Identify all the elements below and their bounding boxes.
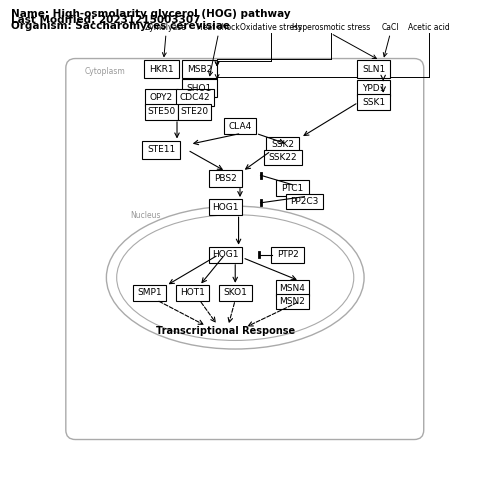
Text: CaCl: CaCl	[382, 23, 399, 33]
Text: CLA4: CLA4	[228, 122, 252, 131]
Text: Last Modified: 20231215003307: Last Modified: 20231215003307	[11, 15, 201, 25]
Text: MSN2: MSN2	[279, 297, 305, 306]
FancyBboxPatch shape	[209, 247, 242, 263]
FancyBboxPatch shape	[145, 104, 178, 120]
Text: Hyperosmotic stress: Hyperosmotic stress	[291, 23, 370, 33]
FancyBboxPatch shape	[219, 285, 252, 301]
Text: Name: High-osmolarity glycerol (HOG) pathway: Name: High-osmolarity glycerol (HOG) pat…	[11, 9, 290, 19]
Text: HOG1: HOG1	[213, 203, 239, 212]
Text: HOG1: HOG1	[213, 250, 239, 259]
Text: Zymolyase: Zymolyase	[145, 23, 187, 33]
FancyBboxPatch shape	[271, 247, 304, 263]
Text: SKO1: SKO1	[223, 288, 247, 297]
FancyBboxPatch shape	[182, 60, 217, 78]
Text: STE20: STE20	[180, 107, 209, 116]
FancyBboxPatch shape	[209, 199, 242, 215]
FancyBboxPatch shape	[176, 285, 209, 301]
Text: OPY2: OPY2	[150, 93, 173, 102]
Text: STE50: STE50	[147, 107, 175, 116]
FancyBboxPatch shape	[276, 281, 309, 296]
Text: MSN4: MSN4	[279, 284, 305, 293]
FancyBboxPatch shape	[178, 104, 211, 120]
Text: Acetic acid: Acetic acid	[408, 23, 449, 33]
Text: SSK1: SSK1	[362, 98, 385, 107]
FancyBboxPatch shape	[143, 141, 180, 159]
FancyBboxPatch shape	[286, 194, 323, 209]
Text: SSK2: SSK2	[272, 140, 294, 149]
FancyBboxPatch shape	[182, 79, 217, 97]
Text: PTP2: PTP2	[277, 250, 299, 259]
Text: SLN1: SLN1	[362, 65, 385, 73]
Text: PBS2: PBS2	[214, 174, 237, 183]
Text: Cytoplasm: Cytoplasm	[85, 67, 126, 76]
Text: Organism: Saccharomyces cerevisiae: Organism: Saccharomyces cerevisiae	[11, 21, 230, 31]
Text: HKR1: HKR1	[149, 65, 174, 73]
FancyBboxPatch shape	[209, 171, 242, 187]
Text: Oxidative stress: Oxidative stress	[240, 23, 302, 33]
Text: MSB2: MSB2	[187, 65, 212, 73]
FancyBboxPatch shape	[145, 90, 178, 106]
Text: STE11: STE11	[147, 146, 175, 154]
Text: HOT1: HOT1	[180, 288, 204, 297]
FancyBboxPatch shape	[276, 294, 309, 309]
Text: YPD1: YPD1	[362, 83, 385, 92]
Text: Heat shock: Heat shock	[197, 23, 240, 33]
Text: CDC42: CDC42	[180, 93, 210, 102]
Text: SHO1: SHO1	[187, 83, 212, 92]
Text: SMP1: SMP1	[137, 288, 162, 297]
Text: Transcriptional Response: Transcriptional Response	[156, 326, 295, 336]
FancyBboxPatch shape	[357, 60, 390, 78]
Text: Nucleus: Nucleus	[130, 211, 161, 220]
FancyBboxPatch shape	[264, 150, 302, 165]
FancyBboxPatch shape	[176, 90, 214, 106]
FancyBboxPatch shape	[357, 94, 390, 111]
FancyBboxPatch shape	[357, 80, 390, 96]
FancyBboxPatch shape	[144, 60, 179, 78]
FancyBboxPatch shape	[276, 181, 309, 196]
FancyBboxPatch shape	[266, 137, 300, 152]
Text: PTC1: PTC1	[281, 183, 304, 193]
FancyBboxPatch shape	[224, 118, 256, 134]
Text: PP2C3: PP2C3	[290, 197, 319, 206]
FancyBboxPatch shape	[133, 285, 166, 301]
Text: SSK22: SSK22	[269, 153, 297, 162]
